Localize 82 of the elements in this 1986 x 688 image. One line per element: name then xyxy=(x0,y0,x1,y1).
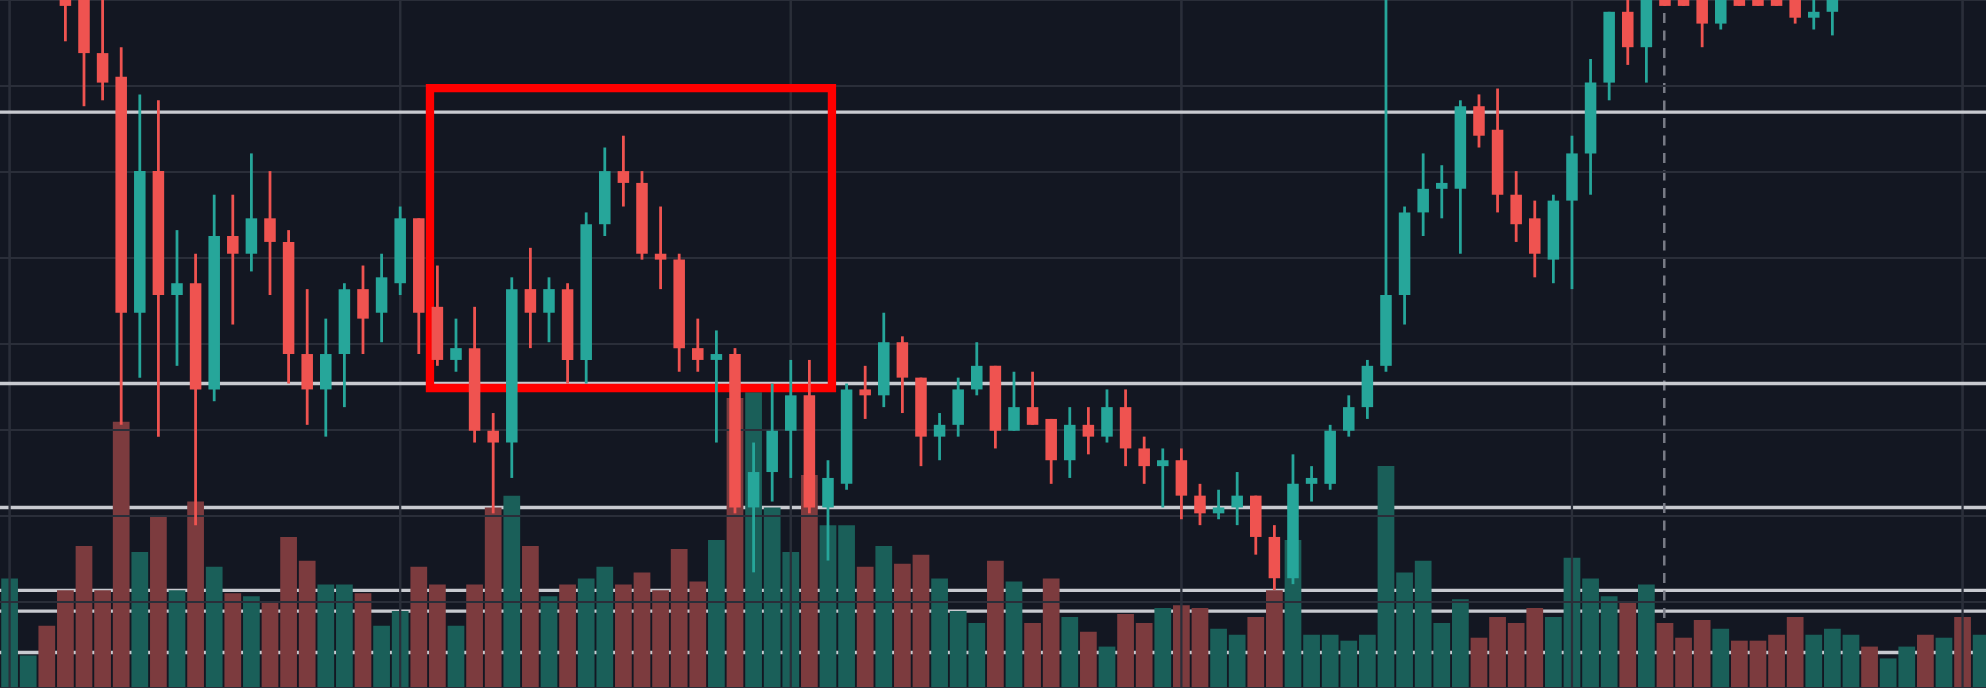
candlestick xyxy=(1566,134,1578,291)
candlestick xyxy=(1212,488,1225,521)
candlestick xyxy=(524,246,537,350)
candlestick xyxy=(933,411,946,462)
candlestick xyxy=(264,169,276,297)
candlestick xyxy=(1008,370,1020,433)
candlestick xyxy=(1473,93,1485,149)
bar xyxy=(205,566,223,688)
bar xyxy=(1098,646,1116,688)
candlestick xyxy=(1175,447,1188,521)
candlestick xyxy=(1622,0,1634,67)
bar xyxy=(187,501,204,688)
bar xyxy=(875,546,893,688)
candlestick xyxy=(766,382,778,503)
candlestick xyxy=(1026,370,1039,427)
bar xyxy=(354,593,372,688)
bar xyxy=(987,560,1004,688)
candlestick xyxy=(227,193,239,326)
bar xyxy=(447,625,465,688)
candlestick xyxy=(692,317,704,374)
candlestick xyxy=(96,0,109,102)
candlestick xyxy=(1064,405,1076,480)
candlestick xyxy=(171,228,183,368)
bar xyxy=(540,596,558,688)
bar xyxy=(522,546,539,688)
candlestick xyxy=(617,134,630,208)
bar xyxy=(224,593,242,688)
candlestick xyxy=(1082,405,1095,456)
bar xyxy=(131,551,149,688)
candlestick xyxy=(1529,199,1541,279)
candlestick xyxy=(1361,358,1374,421)
candlestick xyxy=(375,252,388,344)
bar xyxy=(856,566,874,688)
candlestick xyxy=(1715,0,1727,31)
candlestick xyxy=(654,205,667,291)
bar xyxy=(1935,637,1953,688)
candlestick xyxy=(1250,494,1262,557)
candlestick xyxy=(952,376,964,439)
bar xyxy=(1638,584,1655,688)
bar xyxy=(150,516,167,688)
bar xyxy=(1080,631,1097,688)
bar xyxy=(708,540,725,688)
candlestick xyxy=(1157,447,1169,509)
candlestick xyxy=(245,152,258,273)
bar xyxy=(1619,602,1637,688)
bar xyxy=(559,584,576,688)
bar xyxy=(1712,628,1730,688)
candlestick xyxy=(1826,0,1839,37)
bar xyxy=(168,590,186,688)
bar xyxy=(503,495,521,688)
candlestick xyxy=(1119,388,1132,468)
candlestick xyxy=(1789,0,1801,25)
candlestick xyxy=(59,0,72,43)
candlestick xyxy=(1138,435,1150,486)
bar xyxy=(1917,634,1934,688)
candlestick xyxy=(1194,482,1206,527)
candlestick xyxy=(1510,169,1522,244)
bar xyxy=(243,596,260,688)
candlestick xyxy=(1436,163,1448,220)
candlestick xyxy=(450,317,462,374)
candlestick xyxy=(543,275,555,344)
candlestick xyxy=(1417,152,1429,238)
bar xyxy=(1154,608,1172,688)
candlestick xyxy=(1231,470,1243,527)
candlestick xyxy=(1343,393,1355,439)
candlestick xyxy=(1101,388,1113,444)
candlestick xyxy=(1808,0,1820,31)
candlestick xyxy=(1305,464,1318,503)
bar xyxy=(1061,617,1079,688)
bar xyxy=(1005,581,1023,688)
candlestick xyxy=(1640,0,1653,84)
candlestick xyxy=(1696,0,1708,49)
candlestick xyxy=(785,358,797,480)
candlestick xyxy=(320,317,332,439)
candlestick xyxy=(859,364,871,421)
candlestick xyxy=(710,329,723,444)
bar xyxy=(1861,646,1878,688)
candlestick xyxy=(896,334,909,415)
candlestick xyxy=(971,340,983,397)
candlestick xyxy=(357,264,369,356)
candlestick xyxy=(301,287,313,427)
candlestick xyxy=(1045,417,1057,486)
